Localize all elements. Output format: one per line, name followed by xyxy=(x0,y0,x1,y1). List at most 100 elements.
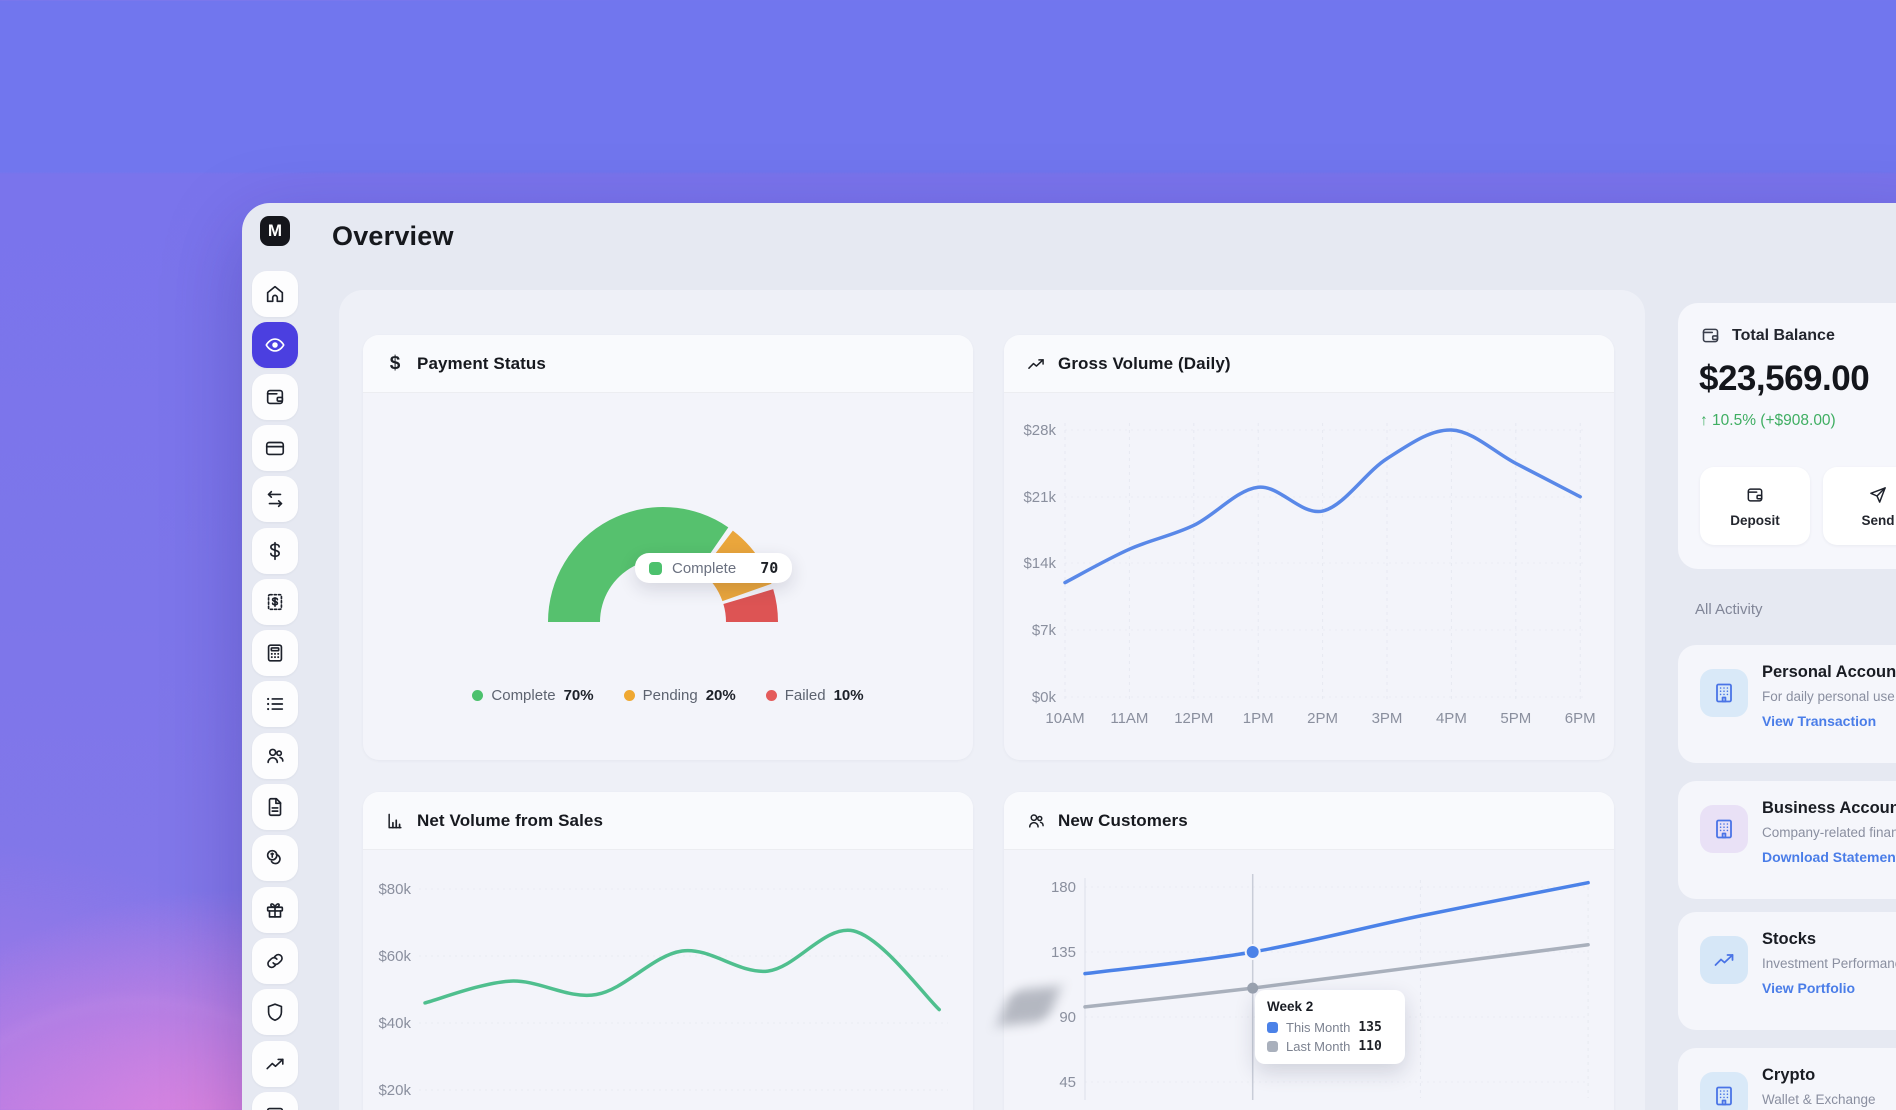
gross-volume-card: Gross Volume (Daily) $28k $21k $14k $7k $0k 1… xyxy=(1004,335,1614,760)
coins-icon xyxy=(264,847,286,869)
total-balance-card: Total Balance $23,569.00 ↑ 10.5% (+$908.… xyxy=(1678,303,1896,569)
svg-text:$80k: $80k xyxy=(378,881,411,898)
activity-card-crypto[interactable]: Crypto Wallet & Exchange xyxy=(1678,1048,1896,1110)
activity-card-personal-account[interactable]: Personal Account For daily personal use Vi… xyxy=(1678,645,1896,763)
credit-card-icon xyxy=(264,437,286,459)
svg-text:3PM: 3PM xyxy=(1372,710,1403,727)
tooltip-row: Last Month 110 xyxy=(1267,1039,1393,1054)
gross-volume-chart: $28k $21k $14k $7k $0k 10AM 11AM 12PM 1PM 2PM 3PM 4… xyxy=(1023,422,1596,727)
shield-icon xyxy=(264,1001,286,1023)
activity-icon-tile xyxy=(1700,805,1748,853)
activity-subtitle: Wallet & Exchange xyxy=(1762,1092,1876,1107)
legend-value: 70% xyxy=(563,687,594,704)
sidebar-item-coins[interactable] xyxy=(252,835,298,882)
activity-icon-tile xyxy=(1700,669,1748,717)
wallet-icon xyxy=(1700,325,1721,346)
deposit-button[interactable]: Deposit xyxy=(1700,467,1810,545)
svg-text:180: 180 xyxy=(1051,879,1076,896)
svg-text:11AM: 11AM xyxy=(1110,710,1148,727)
activity-link[interactable]: View Transaction xyxy=(1762,713,1877,729)
svg-text:45: 45 xyxy=(1059,1074,1076,1091)
activity-link[interactable]: Download Statement xyxy=(1762,849,1896,865)
legend-label: Complete xyxy=(491,687,556,704)
sidebar-item-dollar[interactable] xyxy=(252,527,298,574)
activity-icon-tile xyxy=(1700,936,1748,984)
gross-volume-header: Gross Volume (Daily) xyxy=(1004,335,1614,393)
sidebar-item-gift[interactable] xyxy=(252,886,298,933)
svg-text:5PM: 5PM xyxy=(1500,710,1531,727)
activity-title: Personal Account xyxy=(1762,663,1896,681)
sidebar-item-receipt[interactable] xyxy=(252,578,298,625)
total-balance-change: ↑ 10.5% (+$908.00) xyxy=(1700,412,1836,429)
total-balance-label: Total Balance xyxy=(1732,326,1835,344)
activity-card-stocks[interactable]: Stocks Investment Performance View Portfol… xyxy=(1678,912,1896,1030)
activity-title: Crypto xyxy=(1762,1066,1816,1084)
activity-title: Stocks xyxy=(1762,930,1817,948)
wallet-icon xyxy=(264,386,286,408)
tooltip-label: Complete xyxy=(672,559,737,577)
sidebar-item-list[interactable] xyxy=(252,681,298,728)
link-icon xyxy=(264,950,286,972)
svg-text:6PM: 6PM xyxy=(1565,710,1596,727)
sidebar-item-transfer[interactable] xyxy=(252,476,298,523)
card-title: Net Volume from Sales xyxy=(417,810,604,830)
new-customers-card: New Customers 180 135 90 45 Week 2 This Mon… xyxy=(1004,792,1614,1110)
send-icon xyxy=(1868,485,1888,505)
tooltip-title: Week 2 xyxy=(1267,999,1314,1014)
svg-text:135: 135 xyxy=(1051,944,1076,961)
new-customers-header: New Customers xyxy=(1004,792,1614,850)
activity-subtitle: Investment Performance xyxy=(1762,956,1896,971)
activity-subtitle: For daily personal use xyxy=(1762,689,1895,704)
svg-text:12PM: 12PM xyxy=(1174,710,1213,727)
receipt-icon xyxy=(264,591,286,613)
gauge-tooltip: Complete 70 xyxy=(635,553,793,583)
building-icon xyxy=(1712,817,1736,841)
card-title: Gross Volume (Daily) xyxy=(1058,353,1231,373)
activity-subtitle: Company-related finances xyxy=(1762,825,1896,840)
send-button[interactable]: Send xyxy=(1823,467,1896,545)
legend-dot xyxy=(623,690,635,701)
app-logo[interactable]: M xyxy=(260,216,290,246)
sidebar-item-document[interactable] xyxy=(252,784,298,830)
sidebar-item-monitor[interactable] xyxy=(252,1091,298,1110)
svg-text:1PM: 1PM xyxy=(1243,710,1274,727)
list-icon xyxy=(264,693,286,715)
svg-text:$28k: $28k xyxy=(1023,422,1056,439)
card-title: New Customers xyxy=(1058,810,1188,830)
payment-status-card: $ Payment Status Complete 70 Complete 70%… xyxy=(363,335,973,760)
sidebar-item-trending-up[interactable] xyxy=(252,1040,298,1087)
sidebar-item-link[interactable] xyxy=(252,937,298,984)
sidebar-item-users[interactable] xyxy=(252,732,298,779)
transfer-icon xyxy=(264,488,286,510)
svg-text:90: 90 xyxy=(1059,1009,1076,1026)
tooltip-swatch xyxy=(649,561,662,575)
sidebar-item-shield[interactable] xyxy=(252,989,298,1036)
activity-card-business-account[interactable]: Business Account Company-related finances… xyxy=(1678,781,1896,899)
send-label: Send xyxy=(1861,512,1895,528)
users-icon xyxy=(1026,811,1046,831)
svg-text:$7k: $7k xyxy=(1032,622,1057,639)
activity-link[interactable]: View Portfolio xyxy=(1762,980,1856,996)
net-volume-chart: $80k $60k $40k $20k xyxy=(378,881,948,1099)
home-icon xyxy=(264,283,286,305)
sidebar-item-calculator[interactable] xyxy=(252,630,298,677)
svg-text:$21k: $21k xyxy=(1023,489,1056,506)
legend-label: Pending xyxy=(642,687,698,704)
legend-value: 20% xyxy=(705,687,736,704)
all-activity-heading: All Activity xyxy=(1695,601,1763,618)
sidebar-item-home[interactable] xyxy=(252,271,298,317)
sidebar-item-wallet[interactable] xyxy=(252,373,298,420)
sidebar-item-eye[interactable] xyxy=(252,322,298,369)
net-volume-header: Net Volume from Sales xyxy=(363,792,973,850)
legend-value: 10% xyxy=(833,687,864,704)
legend-dot xyxy=(765,690,777,701)
page-title: Overview xyxy=(332,221,454,251)
payment-status-header: $ Payment Status xyxy=(363,335,973,393)
legend-label: Failed xyxy=(784,687,826,704)
sidebar-item-credit-card[interactable] xyxy=(252,424,298,471)
legend-item-complete: Complete 70% xyxy=(472,687,594,704)
new-customers-chart: 180 135 90 45 xyxy=(1051,874,1590,1100)
deposit-label: Deposit xyxy=(1730,512,1780,528)
wallet-icon xyxy=(1745,485,1765,505)
